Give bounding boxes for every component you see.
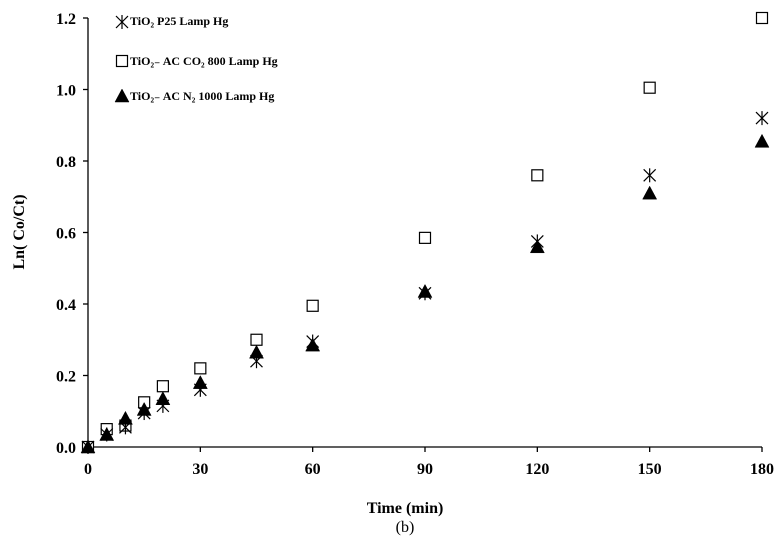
data-point-triangle xyxy=(155,391,171,405)
y-tick-label: 1.2 xyxy=(56,11,76,28)
data-markers xyxy=(80,11,770,454)
legend: TiO₂ P25 Lamp Hg TiO₂₋ AC CO₂ 800 Lamp H… xyxy=(114,14,278,103)
data-point-triangle xyxy=(417,283,433,298)
x-tick-label: 0 xyxy=(84,461,92,478)
y-tick-label: 0.4 xyxy=(56,297,76,314)
data-point-asterisk xyxy=(643,168,657,183)
data-point-triangle xyxy=(305,337,321,352)
legend-marker-asterisk xyxy=(115,15,129,29)
y-axis-title: Ln( Co/Ct) xyxy=(11,194,28,269)
data-point-square xyxy=(755,11,769,25)
legend-marker-square xyxy=(115,54,129,68)
x-tick-label: 90 xyxy=(417,461,433,478)
data-point-square xyxy=(250,333,263,346)
data-point-triangle xyxy=(80,439,96,454)
figure-caption: (b) xyxy=(396,519,415,536)
legend-symbol xyxy=(115,54,129,68)
data-point-triangle xyxy=(529,239,545,254)
x-tick-label: 120 xyxy=(525,461,549,478)
data-point-square xyxy=(643,81,656,94)
data-point-triangle xyxy=(249,344,264,359)
data-point-square xyxy=(194,362,207,375)
legend-item: TiO₂₋ AC N₂ 1000 Lamp Hg xyxy=(114,88,274,103)
data-point-square xyxy=(306,299,319,312)
legend-item: TiO₂ P25 Lamp Hg xyxy=(115,14,228,29)
y-tick-label: 0.6 xyxy=(56,226,76,243)
legend-symbol xyxy=(115,15,129,29)
data-point-triangle xyxy=(136,401,152,416)
data-point-square xyxy=(418,231,432,244)
data-point-triangle xyxy=(118,410,133,425)
legend-label: TiO₂₋ AC CO₂ 800 Lamp Hg xyxy=(130,54,278,68)
data-point-triangle xyxy=(754,133,770,148)
legend-item: TiO₂₋ AC CO₂ 800 Lamp Hg xyxy=(115,54,278,68)
data-point-triangle xyxy=(642,185,658,200)
x-tick-label: 30 xyxy=(192,461,208,478)
x-tick-label: 180 xyxy=(750,461,774,478)
y-ticks: 0.0 0.2 0.4 0.6 0.8 1.0 1.2 xyxy=(56,11,88,457)
data-point-triangle xyxy=(192,375,208,389)
x-axis-title: Time (min) xyxy=(367,500,444,517)
y-tick-label: 0.2 xyxy=(56,369,76,386)
legend-label: TiO₂ P25 Lamp Hg xyxy=(130,14,228,28)
plot-area: 0 30 60 90 120 150 180 0.0 0.2 0.4 0.6 0.8 1.0 1.2 xyxy=(56,11,774,478)
data-point-square xyxy=(531,169,544,182)
data-point-triangle xyxy=(99,426,115,441)
x-tick-label: 60 xyxy=(305,461,321,478)
data-point-square xyxy=(156,380,169,393)
legend-symbol xyxy=(114,88,130,103)
legend-label: TiO₂₋ AC N₂ 1000 Lamp Hg xyxy=(130,89,274,103)
x-ticks: 0 30 60 90 120 150 180 xyxy=(84,447,774,478)
y-tick-label: 0.8 xyxy=(56,154,76,171)
legend-marker-triangle xyxy=(114,88,130,103)
x-tick-label: 150 xyxy=(638,461,662,478)
y-tick-label: 1.0 xyxy=(56,83,76,100)
y-tick-label: 0.0 xyxy=(56,440,76,457)
data-point-asterisk xyxy=(755,111,769,126)
